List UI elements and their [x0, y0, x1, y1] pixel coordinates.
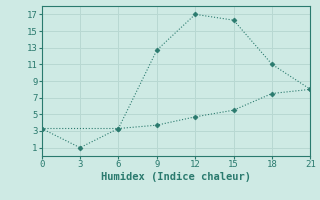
X-axis label: Humidex (Indice chaleur): Humidex (Indice chaleur): [101, 172, 251, 182]
